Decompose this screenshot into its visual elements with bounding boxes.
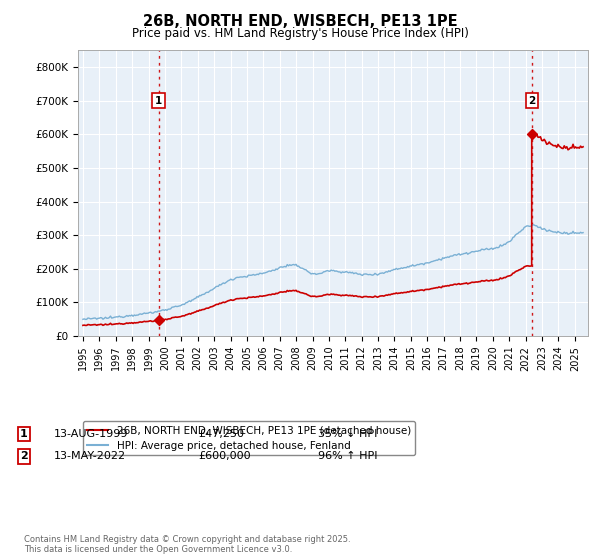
Text: Price paid vs. HM Land Registry's House Price Index (HPI): Price paid vs. HM Land Registry's House … xyxy=(131,27,469,40)
Text: 26B, NORTH END, WISBECH, PE13 1PE: 26B, NORTH END, WISBECH, PE13 1PE xyxy=(143,14,457,29)
Text: 2: 2 xyxy=(20,451,28,461)
Text: Contains HM Land Registry data © Crown copyright and database right 2025.
This d: Contains HM Land Registry data © Crown c… xyxy=(24,535,350,554)
Text: £600,000: £600,000 xyxy=(198,451,251,461)
Text: 2: 2 xyxy=(528,96,535,106)
Text: 1: 1 xyxy=(20,429,28,439)
Text: 96% ↑ HPI: 96% ↑ HPI xyxy=(318,451,377,461)
Text: £47,250: £47,250 xyxy=(198,429,244,439)
Legend: 26B, NORTH END, WISBECH, PE13 1PE (detached house), HPI: Average price, detached: 26B, NORTH END, WISBECH, PE13 1PE (detac… xyxy=(83,421,415,455)
Text: 13-MAY-2022: 13-MAY-2022 xyxy=(54,451,126,461)
Text: 1: 1 xyxy=(155,96,163,106)
Text: 35% ↓ HPI: 35% ↓ HPI xyxy=(318,429,377,439)
Text: 13-AUG-1999: 13-AUG-1999 xyxy=(54,429,128,439)
